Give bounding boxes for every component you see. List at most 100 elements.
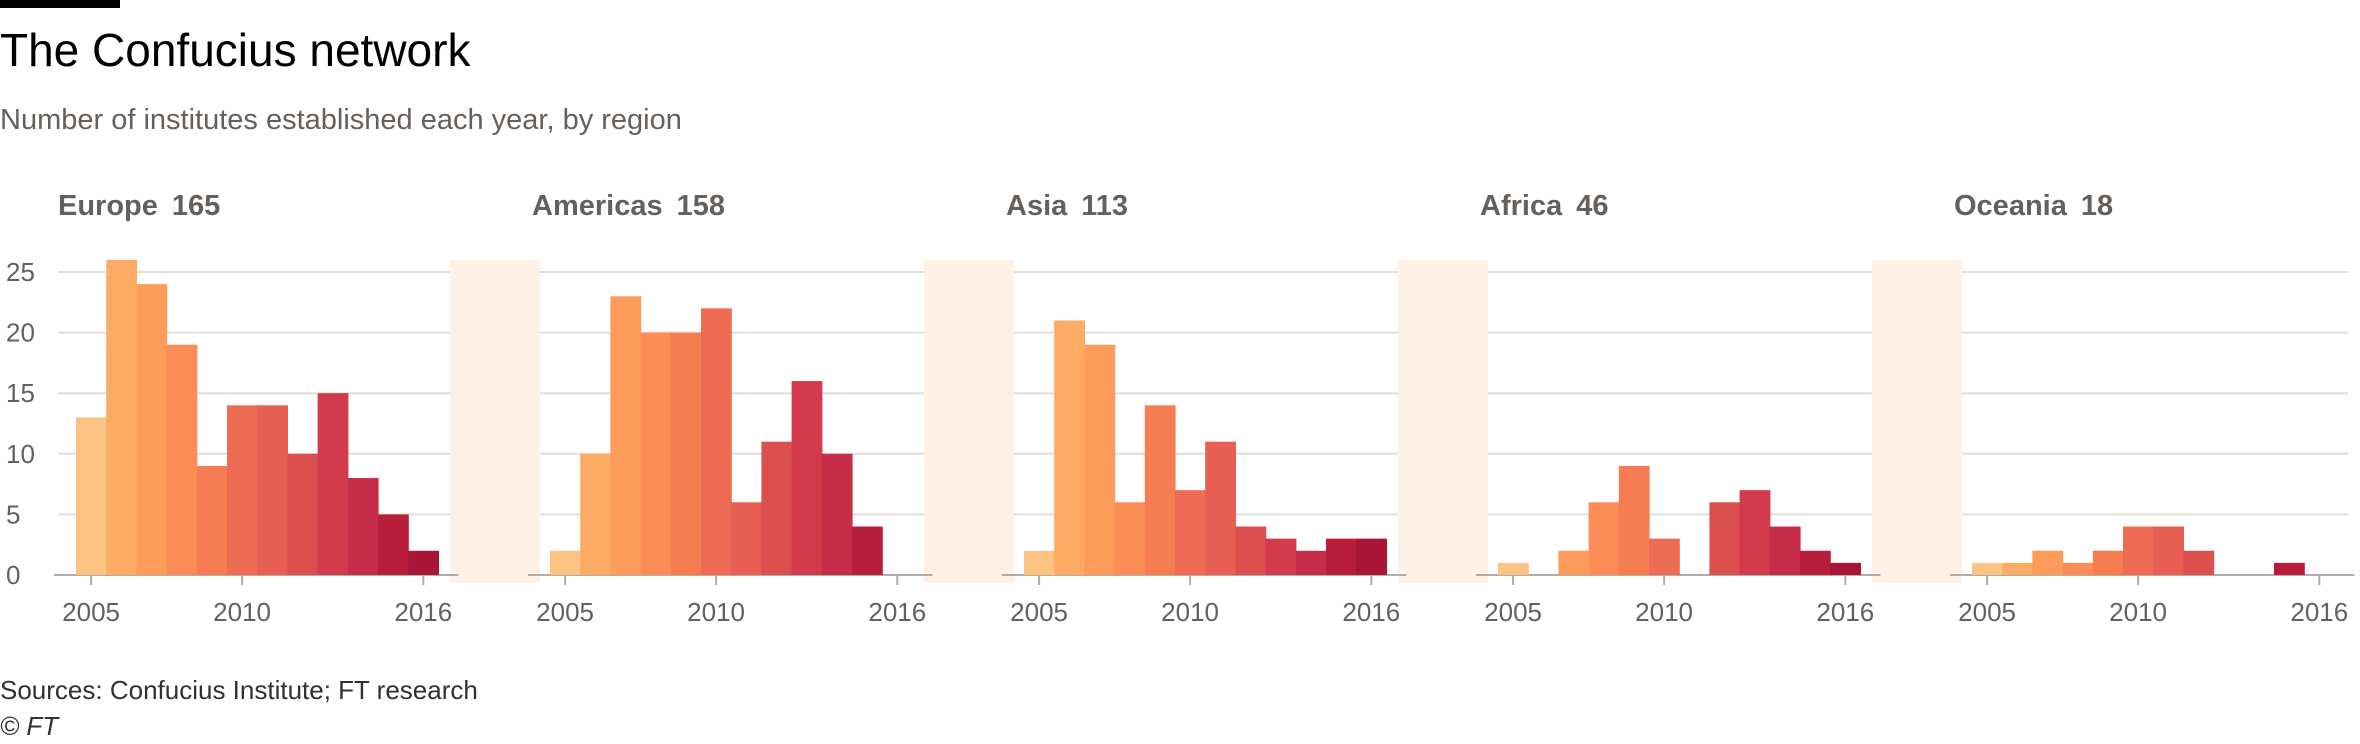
y-tick-label: 15 [6,378,35,408]
panel-region-name: Americas [532,190,663,222]
panel-region-name: Oceania [1954,190,2068,222]
bar-africa-2013 [1739,490,1771,575]
bar-oceania-2007 [2032,550,2064,575]
bar-africa-2007 [1558,550,1590,575]
y-tick-label: 10 [6,439,35,469]
bar-americas-2008 [640,332,672,575]
panel-region-total: 46 [1576,190,1608,222]
bar-europe-2009 [196,465,228,575]
bar-africa-2012 [1709,502,1741,575]
x-tick-label: 2016 [2290,597,2348,627]
panel-region-total: 158 [677,190,725,222]
x-tick-label: 2005 [1958,597,2016,627]
bar-americas-2011 [731,502,762,575]
panel-separator [450,259,540,583]
bar-europe-2015 [378,514,409,575]
y-tick-label: 25 [6,257,35,287]
panel-header-asia: Asia 113 [1006,190,1128,222]
x-tick-label: 2016 [1342,597,1400,627]
panel-europe: Europe 165 2005 2010 2016 [54,190,459,627]
y-tick-label: 20 [6,318,35,348]
panel-region-total: 113 [1081,190,1128,222]
ft-brand-bar [0,0,120,8]
bar-asia-2006 [1054,320,1085,575]
bar-americas-2012 [761,441,793,575]
source-note: Sources: Confucius Institute; FT researc… [0,675,478,705]
x-tick-label: 2005 [536,597,594,627]
bar-oceania-2009 [2092,550,2124,575]
bar-asia-2011 [1205,441,1236,575]
bar-asia-2009 [1144,405,1176,575]
x-tick-label: 2016 [394,597,452,627]
bar-asia-2005 [1024,550,1055,575]
panel-region-name: Asia [1006,190,1068,222]
panel-africa: Africa 46 2005 2010 2016 [1476,190,1881,627]
bar-africa-2005 [1498,562,1529,575]
panel-region-total: 18 [2081,190,2113,222]
bar-oceania-2012 [2183,550,2215,575]
y-tick-label: 5 [6,499,20,529]
bar-europe-2013 [317,393,349,575]
panel-header-americas: Americas 158 [532,190,725,222]
panel-region-name: Europe [58,190,158,222]
panel-region-total: 165 [172,190,220,222]
panel-separator [1398,259,1488,583]
x-tick-label: 2016 [868,597,926,627]
bar-europe-2007 [136,284,168,575]
x-tick-label: 2010 [1635,597,1693,627]
panel-region-name: Africa [1480,190,1563,222]
x-tick-label: 2010 [1161,597,1219,627]
bar-asia-2014 [1295,550,1327,575]
panel-separator [1872,259,1962,583]
small-multiples-chart: 0 5 10 15 20 25 Europe 165 2005 2010 2016 Americas 1… [6,190,2355,627]
bar-europe-2014 [347,478,379,575]
bar-americas-2009 [670,332,702,575]
bar-asia-2016 [1356,538,1387,575]
bar-europe-2011 [257,405,288,575]
panel-separator [924,259,1014,583]
panel-oceania: Oceania 18 2005 2010 2016 [1950,190,2355,627]
bar-oceania-2011 [2153,526,2184,575]
bar-africa-2010 [1649,538,1680,575]
x-tick-label: 2016 [1816,597,1874,627]
bar-americas-2005 [550,550,581,575]
bar-americas-2010 [701,308,732,575]
bar-africa-2016 [1830,562,1861,575]
bar-asia-2010 [1175,490,1206,575]
bar-europe-2006 [106,259,137,575]
chart-subtitle: Number of institutes established each ye… [0,104,682,136]
bar-oceania-2005 [1972,562,2003,575]
bar-oceania-2010 [2123,526,2154,575]
bar-europe-2008 [166,344,198,575]
bar-asia-2012 [1235,526,1267,575]
chart-title: The Confucius network [0,24,471,76]
x-tick-label: 2005 [1010,597,1068,627]
bar-europe-2005 [76,417,107,575]
panel-header-oceania: Oceania 18 [1954,190,2113,222]
bar-africa-2008 [1588,502,1620,575]
bar-oceania-2008 [2062,562,2094,575]
x-tick-label: 2010 [2109,597,2167,627]
bar-asia-2013 [1265,538,1297,575]
bar-asia-2015 [1326,538,1357,575]
bar-americas-2015 [852,526,883,575]
panel-asia: Asia 113 2005 2010 2016 [1002,190,1407,627]
x-tick-label: 2010 [687,597,745,627]
x-tick-label: 2005 [62,597,120,627]
bar-asia-2007 [1084,344,1116,575]
y-tick-label: 0 [6,560,20,590]
bar-oceania-2015 [2274,562,2305,575]
bar-europe-2010 [227,405,258,575]
bar-oceania-2006 [2002,562,2033,575]
bar-americas-2007 [610,296,642,575]
panel-header-africa: Africa 46 [1480,190,1608,222]
bar-europe-2012 [287,453,319,575]
x-tick-label: 2010 [213,597,271,627]
bar-europe-2016 [408,550,439,575]
panel-americas: Americas 158 2005 2010 2016 [528,190,933,627]
bar-asia-2008 [1114,502,1146,575]
bar-africa-2015 [1800,550,1831,575]
x-tick-label: 2005 [1484,597,1542,627]
panel-header-europe: Europe 165 [58,190,220,222]
bar-americas-2013 [791,381,823,575]
